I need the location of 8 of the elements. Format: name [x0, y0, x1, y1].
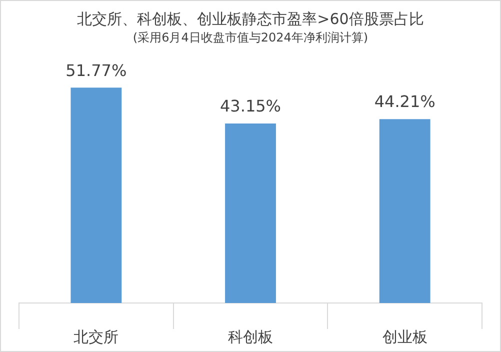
- chart-subtitle: (采用6月4日收盘市值与2024年净利润计算): [132, 30, 368, 44]
- chart-title: 北交所、科创板、创业板静态市盈率>60倍股票占比: [77, 10, 424, 28]
- data-label: 44.21%: [374, 92, 436, 112]
- x-tick-label: 科创板: [228, 328, 273, 346]
- data-label: 51.77%: [66, 60, 127, 80]
- data-label: 43.15%: [220, 96, 282, 116]
- x-tick-label: 创业板: [382, 328, 428, 346]
- x-tick-label: 北交所: [74, 328, 119, 346]
